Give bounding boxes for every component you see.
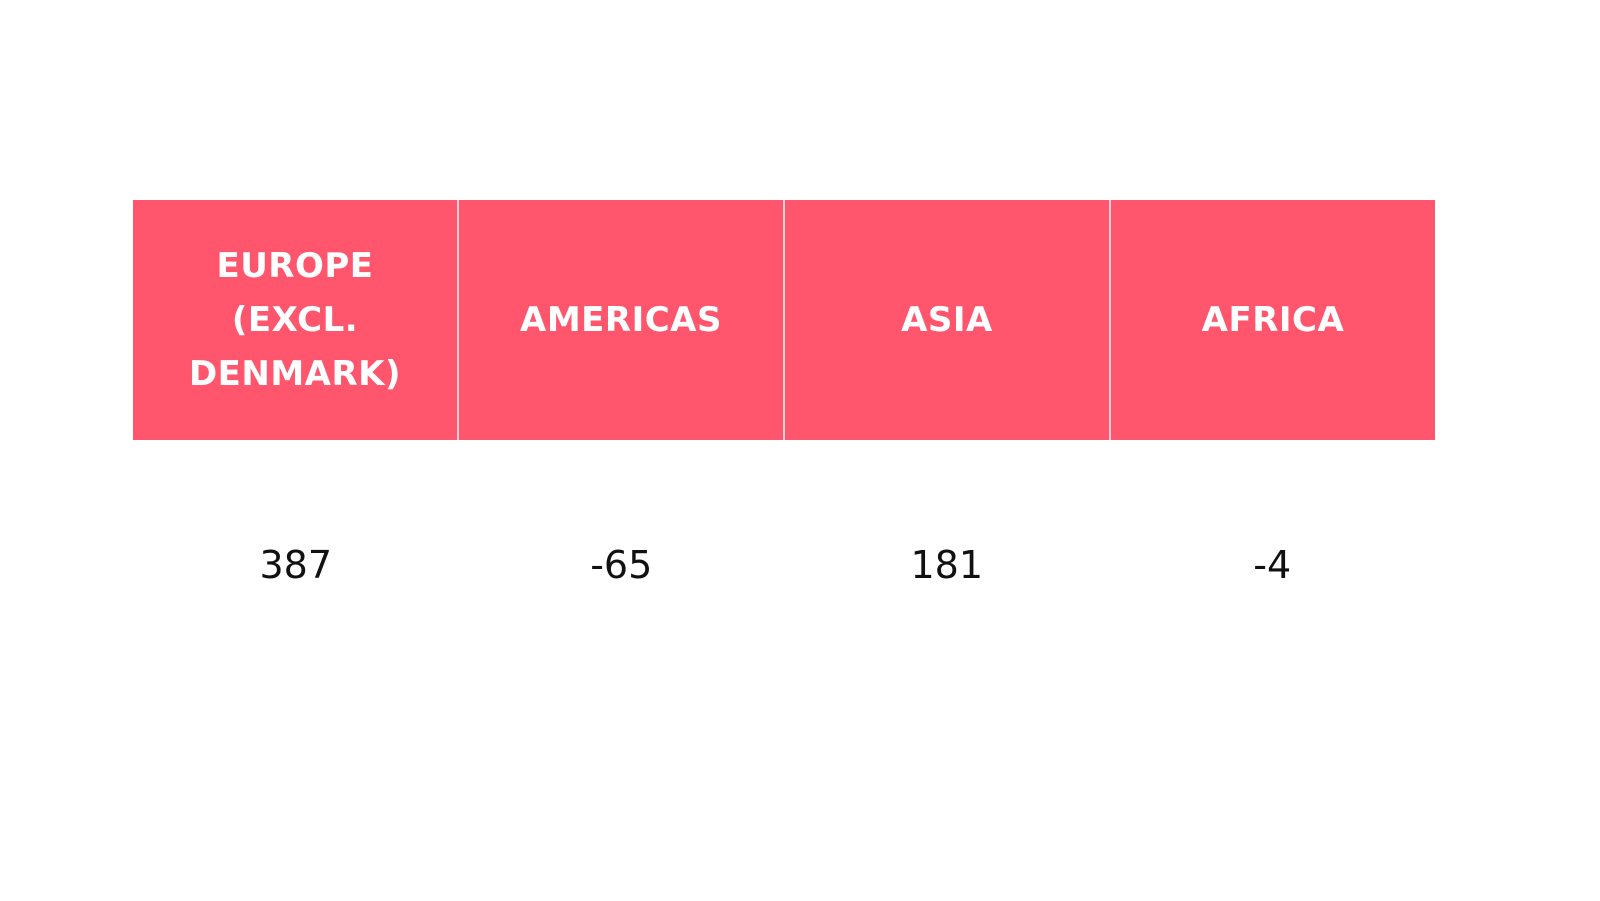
value-cell: -65 xyxy=(590,543,653,587)
header-cell: AMERICAS xyxy=(457,200,783,440)
value-cell: 387 xyxy=(259,543,333,587)
value-cell: 181 xyxy=(910,543,984,587)
header-cell: ASIA xyxy=(783,200,1109,440)
data-table: EUROPE (EXCL. DENMARK) AMERICAS ASIA AFRICA… xyxy=(133,200,1435,690)
value-cell: -4 xyxy=(1253,543,1292,587)
header-row: EUROPE (EXCL. DENMARK) AMERICAS ASIA AFRICA xyxy=(133,200,1435,440)
header-cell: EUROPE (EXCL. DENMARK) xyxy=(133,200,457,440)
header-cell: AFRICA xyxy=(1109,200,1435,440)
value-row: 387 -65 181 -4 xyxy=(133,440,1435,690)
